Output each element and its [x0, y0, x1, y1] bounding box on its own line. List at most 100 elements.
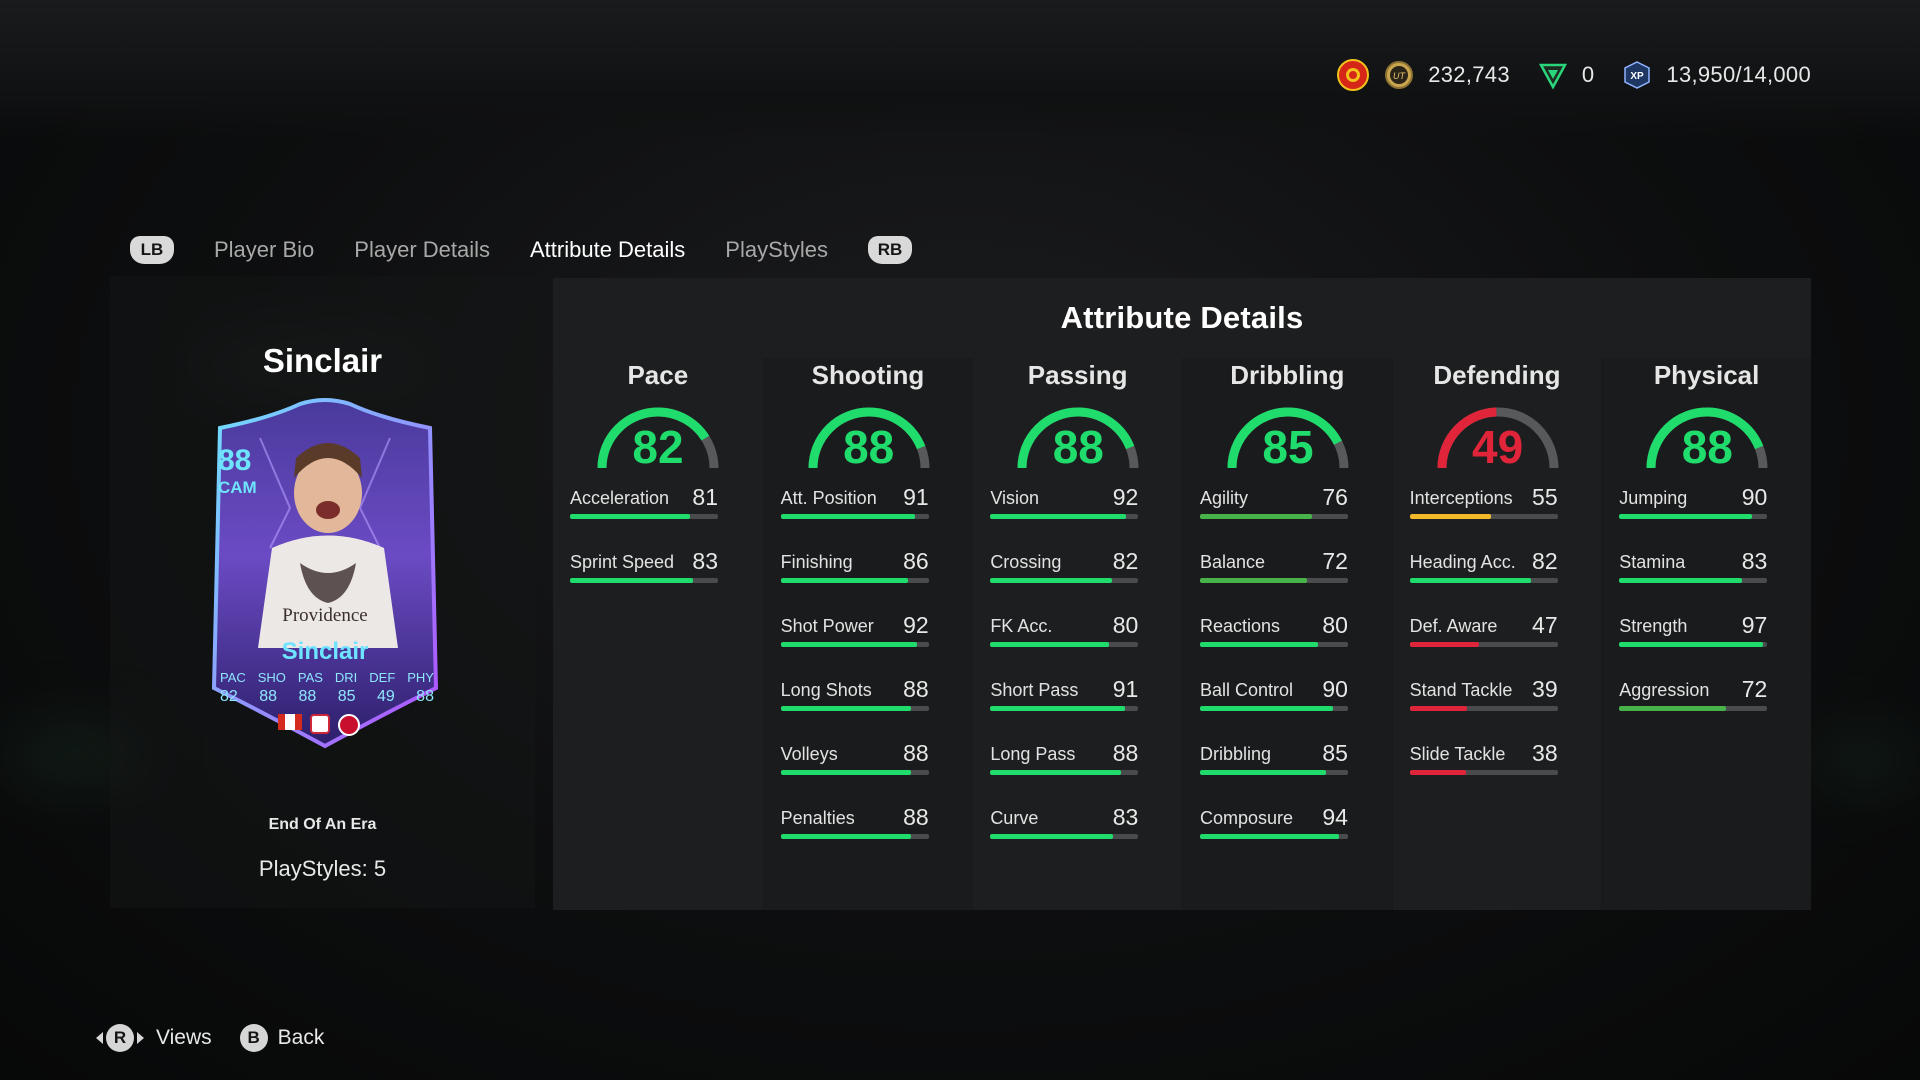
stat-row[interactable]: Stamina 83	[1619, 548, 1768, 612]
stat-value: 85	[1322, 740, 1348, 766]
stat-row[interactable]: Acceleration 81	[570, 484, 718, 548]
stat-name: Heading Acc.	[1409, 552, 1516, 572]
stat-bar	[1199, 834, 1348, 839]
back-hint-label[interactable]: Back	[277, 1026, 325, 1049]
gauge-fill	[1646, 407, 1768, 469]
stat-value: 72	[1322, 548, 1348, 574]
stat-row[interactable]: Composure 94	[1199, 804, 1348, 868]
background-header-blur	[0, 0, 1920, 140]
stat-bar-fill	[1619, 706, 1726, 711]
stat-value: 82	[1532, 548, 1558, 574]
attribute-column-shooting: Shooting 88 Att. Position 91 Finishing 86 Shot…	[762, 358, 973, 910]
stat-name: Volleys	[780, 744, 838, 764]
stat-bar-fill	[1409, 578, 1531, 583]
svg-text:XP: XP	[1631, 71, 1645, 82]
category-gauge: 85	[1221, 402, 1355, 474]
card-stat-value: 88	[416, 688, 434, 705]
player-card-art	[211, 398, 439, 749]
category-name: Passing	[1027, 360, 1128, 390]
stat-row[interactable]: Att. Position 91	[780, 484, 929, 548]
card-badges	[278, 714, 360, 736]
stat-row[interactable]: Strength 97	[1619, 612, 1768, 676]
category-gauge: 88	[1640, 402, 1774, 474]
stat-row[interactable]: Def. Aware 47	[1409, 612, 1558, 676]
stat-value: 83	[1112, 804, 1139, 830]
stat-bar-fill	[990, 642, 1109, 647]
stat-row[interactable]: Crossing 82	[990, 548, 1139, 612]
stat-bar-fill	[1619, 642, 1763, 647]
card-shirt-text: Providence	[282, 605, 368, 626]
stat-value: 47	[1532, 612, 1558, 638]
card-stat-values: 82 88 88 85 49 88	[220, 688, 434, 706]
stat-row[interactable]: Reactions 80	[1199, 612, 1348, 676]
stat-value: 90	[1322, 676, 1348, 702]
stat-row[interactable]: Balance 72	[1199, 548, 1348, 612]
stat-bar	[780, 834, 929, 839]
tab-playstyles[interactable]: PlayStyles	[725, 237, 829, 262]
category-gauge: 88	[802, 402, 936, 474]
stat-row[interactable]: Vision 92	[990, 484, 1139, 548]
tab-bar: LB Player Bio Player Details Attribute D…	[130, 236, 913, 264]
stat-list: Att. Position 91 Finishing 86 Shot Power 92 Lo…	[780, 484, 929, 868]
stat-bar	[1409, 514, 1558, 519]
stat-name: Att. Position	[780, 488, 877, 508]
stat-bar-fill	[1409, 770, 1466, 775]
category-gauge: 82	[591, 402, 725, 474]
tab-attribute-details[interactable]: Attribute Details	[530, 237, 686, 262]
rb-button[interactable]: RB	[868, 236, 913, 264]
stat-row[interactable]: Dribbling 85	[1199, 740, 1348, 804]
stat-row[interactable]: Jumping 90	[1619, 484, 1768, 548]
stat-row[interactable]: Finishing 86	[780, 548, 929, 612]
stat-name: Penalties	[780, 808, 855, 828]
stat-bar-fill	[1409, 514, 1492, 519]
stat-bar	[570, 514, 718, 519]
stat-row[interactable]: Ball Control 90	[1199, 676, 1348, 740]
stat-row[interactable]: Agility 76	[1199, 484, 1348, 548]
stat-row[interactable]: Sprint Speed 83	[570, 548, 718, 612]
attribute-column-defending: Defending 49 Interceptions 55 Heading Acc. 82…	[1391, 358, 1602, 910]
stat-row[interactable]: Slide Tackle 38	[1409, 740, 1558, 804]
category-gauge: 88	[1011, 402, 1145, 474]
card-position: CAM	[218, 478, 257, 497]
stat-row[interactable]: Heading Acc. 82	[1409, 548, 1558, 612]
coins-icon: UT	[1382, 58, 1416, 92]
stat-row[interactable]: Stand Tackle 39	[1409, 676, 1558, 740]
button-hints: R Views B Back	[96, 1024, 324, 1052]
stat-name: Stand Tackle	[1409, 680, 1513, 700]
stat-bar	[1199, 770, 1348, 775]
card-stat-label: DEF	[369, 670, 396, 685]
stat-row[interactable]: Aggression 72	[1619, 676, 1768, 740]
stat-row[interactable]: Interceptions 55	[1409, 484, 1558, 548]
nation-flag-icon	[278, 714, 302, 730]
stat-name: Balance	[1199, 552, 1266, 572]
stat-row[interactable]: Long Pass 88	[990, 740, 1139, 804]
player-name: Sinclair	[262, 342, 383, 379]
lb-button[interactable]: LB	[130, 236, 174, 264]
tab-player-bio[interactable]: Player Bio	[214, 237, 315, 262]
r-stick-icon[interactable]: R	[106, 1024, 134, 1052]
stat-row[interactable]: Short Pass 91	[990, 676, 1139, 740]
stat-row[interactable]: Shot Power 92	[780, 612, 929, 676]
card-stat-label: PAS	[297, 670, 323, 685]
stat-row[interactable]: Long Shots 88	[780, 676, 929, 740]
stat-bar-fill	[1619, 578, 1743, 583]
player-card[interactable]: 88 CAM Providence Sinclair PAC SHO PAS D…	[200, 398, 450, 750]
xp-progress: 13,950/14,000	[1666, 62, 1811, 87]
attribute-panel: Attribute Details Pace 82 Acceleration 81 Sp…	[553, 278, 1811, 910]
stat-bar	[570, 578, 718, 583]
card-caption: End Of An Era	[268, 816, 377, 833]
stat-value: 97	[1741, 612, 1768, 638]
stat-value: 94	[1322, 804, 1348, 830]
card-stat-value: 82	[220, 688, 238, 705]
stat-row[interactable]: Curve 83	[990, 804, 1139, 868]
attribute-column-pace: Pace 82 Acceleration 81 Sprint Speed 83	[553, 358, 763, 910]
stat-row[interactable]: FK Acc. 80	[990, 612, 1139, 676]
xp-icon: XP	[1620, 58, 1654, 92]
stat-row[interactable]: Volleys 88	[780, 740, 929, 804]
stat-bar-fill	[1409, 706, 1468, 711]
card-stat-value: 85	[337, 688, 356, 705]
b-button-icon[interactable]: B	[239, 1024, 268, 1052]
tab-player-details[interactable]: Player Details	[354, 237, 490, 262]
stat-row[interactable]: Penalties 88	[780, 804, 929, 868]
views-hint-label[interactable]: Views	[156, 1026, 212, 1049]
